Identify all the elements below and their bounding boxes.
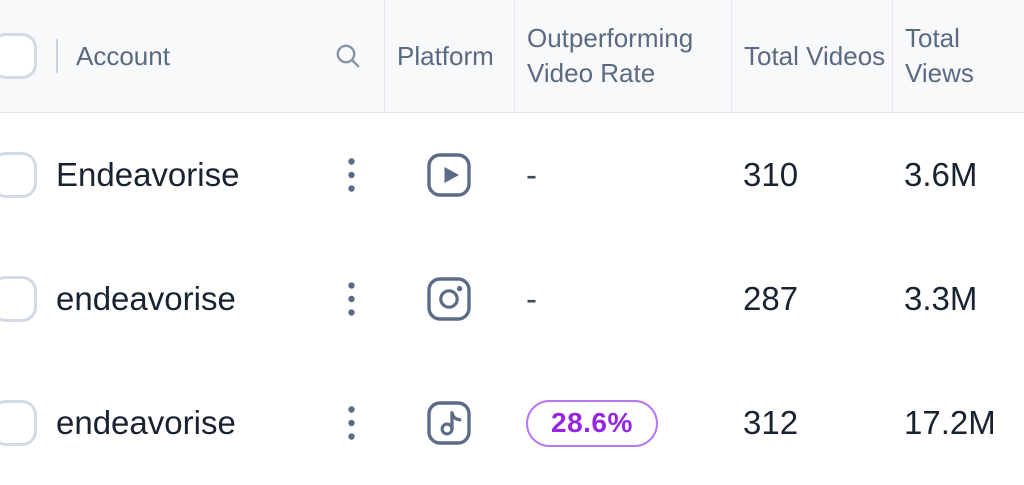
column-header-total-videos-cell: Total Videos [731,0,892,112]
search-icon[interactable] [334,42,362,70]
row-menu-button[interactable] [347,157,356,193]
account-cell: Endeavorise [0,113,384,237]
account-cell: endeavorise [0,237,384,361]
account-name: endeavorise [56,404,236,441]
total-views-cell: 3.6M [892,113,1024,237]
youtube-icon [426,152,472,198]
platform-cell [384,237,514,361]
total-videos-cell: 312 [731,361,892,485]
total-videos-value: 312 [743,404,799,441]
outperforming-cell: 28.6% [514,361,731,485]
outperforming-value: - [526,156,537,193]
account-name: endeavorise [56,280,236,317]
instagram-icon [426,276,472,322]
outperforming-cell: - [514,113,731,237]
header-separator [56,39,58,73]
row-checkbox[interactable] [0,152,37,198]
outperforming-cell: - [514,237,731,361]
column-header-total-views-cell: Total Views [892,0,1024,112]
row-checkbox[interactable] [0,400,37,446]
column-header-platform: Platform [397,40,494,71]
total-views-value: 17.2M [904,404,996,441]
column-header-account: Account [76,40,170,71]
total-videos-value: 287 [743,280,799,317]
table-row: endeavorise 28.6% [0,361,1024,485]
table-header: Account Platform Outperforming Video Rat… [0,0,1024,113]
table-body: Endeavorise - 310 [0,113,1024,485]
account-cell: endeavorise [0,361,384,485]
platform-cell [384,113,514,237]
row-menu-button[interactable] [347,281,356,317]
column-header-total-views: Total Views [905,23,974,88]
row-checkbox[interactable] [0,276,37,322]
table-row: Endeavorise - 310 [0,113,1024,237]
total-views-cell: 3.3M [892,237,1024,361]
total-views-value: 3.3M [904,280,978,317]
total-videos-value: 310 [743,156,799,193]
column-header-outperforming-cell: Outperforming Video Rate [514,0,731,112]
column-header-total-videos: Total Videos [744,40,886,71]
outperforming-value: - [526,280,537,317]
total-videos-cell: 287 [731,237,892,361]
select-all-checkbox[interactable] [0,33,37,79]
tiktok-icon [426,400,472,446]
table-row: endeavorise - [0,237,1024,361]
column-header-account-cell: Account [0,0,384,112]
account-name: Endeavorise [56,156,240,193]
column-header-platform-cell: Platform [384,0,514,112]
total-views-value: 3.6M [904,156,978,193]
column-header-outperforming: Outperforming Video Rate [527,23,694,88]
total-views-cell: 17.2M [892,361,1024,485]
platform-cell [384,361,514,485]
outperforming-value: 28.6% [526,399,658,447]
row-menu-button[interactable] [347,405,356,441]
total-videos-cell: 310 [731,113,892,237]
